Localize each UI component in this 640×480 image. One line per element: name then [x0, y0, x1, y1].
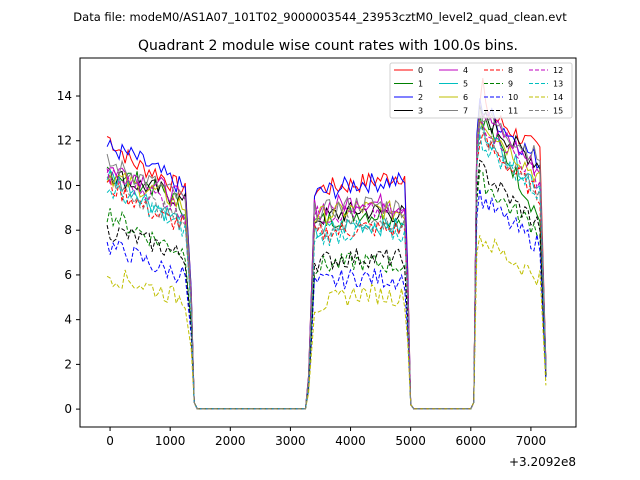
legend-label: 3 — [418, 107, 423, 116]
series-line-2 — [106, 98, 547, 410]
x-offset-label: +3.2092e8 — [509, 455, 576, 469]
legend-label: 15 — [553, 107, 563, 116]
legend-box — [389, 62, 573, 119]
series-line-4 — [106, 111, 547, 410]
y-tick-label: 0 — [64, 402, 72, 416]
x-tick-label: 7000 — [516, 434, 547, 448]
y-tick-label: 8 — [64, 223, 72, 237]
legend-label: 11 — [508, 107, 518, 116]
series-line-9 — [106, 169, 547, 410]
y-tick-label: 2 — [64, 357, 72, 371]
series-line-15 — [106, 122, 547, 410]
x-tick-label: 3000 — [275, 434, 306, 448]
legend-label: 13 — [553, 80, 563, 89]
axes-frame — [79, 57, 577, 428]
legend-label: 6 — [463, 93, 468, 102]
y-tick-label: 10 — [57, 178, 72, 192]
y-tick-label: 12 — [57, 134, 72, 148]
plot-area — [106, 78, 547, 410]
x-tick-label: 5000 — [395, 434, 426, 448]
x-tick-label: 6000 — [456, 434, 487, 448]
series-line-0 — [106, 78, 547, 410]
y-axis: 0 2 4 6 8 10 12 14 — [57, 89, 80, 416]
x-tick-label: 2000 — [215, 434, 246, 448]
legend-label: 4 — [463, 66, 468, 75]
series-line-7 — [106, 109, 547, 410]
legend-label: 8 — [508, 66, 513, 75]
x-axis: 0 1000 2000 3000 4000 5000 6000 7000 — [106, 427, 546, 448]
data-file-suptitle: Data file: modeM0/AS1A07_101T02_90000035… — [73, 10, 567, 24]
legend-label: 9 — [508, 80, 513, 89]
series-line-8 — [106, 133, 547, 410]
legend-label: 7 — [463, 107, 468, 116]
legend-label: 12 — [553, 66, 563, 75]
x-tick-label: 1000 — [155, 434, 186, 448]
legend-label: 0 — [418, 66, 423, 75]
legend-label: 2 — [418, 93, 423, 102]
legend-label: 14 — [553, 93, 563, 102]
series-line-3 — [106, 105, 547, 410]
legend-label: 10 — [508, 93, 518, 102]
x-tick-label: 4000 — [335, 434, 366, 448]
series-line-14 — [106, 235, 547, 410]
x-tick-label: 0 — [106, 434, 114, 448]
chart-title: Quadrant 2 module wise count rates with … — [138, 38, 518, 54]
y-tick-label: 6 — [64, 268, 72, 282]
y-tick-label: 4 — [64, 313, 72, 327]
y-tick-label: 14 — [57, 89, 72, 103]
legend-label: 5 — [463, 80, 468, 89]
series-line-1 — [106, 115, 547, 410]
legend-label: 1 — [418, 80, 423, 89]
